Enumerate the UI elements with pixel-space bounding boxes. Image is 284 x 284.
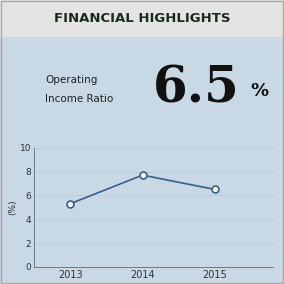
Text: FINANCIAL HIGHLIGHTS: FINANCIAL HIGHLIGHTS (54, 12, 230, 25)
Text: %: % (250, 82, 268, 100)
Text: 6.5: 6.5 (153, 65, 240, 114)
Y-axis label: (%): (%) (8, 199, 17, 215)
Text: Income Ratio: Income Ratio (45, 94, 114, 105)
Text: Operating: Operating (45, 74, 98, 85)
FancyBboxPatch shape (0, 0, 284, 37)
